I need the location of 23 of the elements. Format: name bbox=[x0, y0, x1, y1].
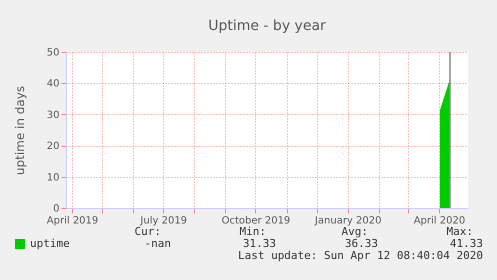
text: 41.33 bbox=[450, 237, 483, 250]
text: Max: bbox=[446, 225, 473, 238]
text: Last update: Sun Apr 12 08:40:04 2020 bbox=[238, 249, 483, 262]
text: 31.33 bbox=[242, 237, 276, 250]
chart-title: Uptime - by year bbox=[208, 18, 326, 34]
text: -nan bbox=[144, 237, 171, 250]
y-tick-label: 0 bbox=[53, 204, 60, 214]
y-tick-label: 50 bbox=[46, 48, 60, 58]
x-tick-label: April 2020 bbox=[414, 216, 466, 226]
y-tick-label: 30 bbox=[46, 110, 60, 121]
x-tick-label: April 2019 bbox=[46, 216, 98, 226]
text: Cur: bbox=[134, 225, 161, 238]
text: Avg: bbox=[342, 225, 368, 238]
y-axis-title: uptime in days bbox=[12, 86, 27, 176]
text: Min: bbox=[240, 225, 266, 238]
x-tick-label: July 2019 bbox=[139, 216, 188, 226]
y-tick-label: 40 bbox=[46, 78, 60, 90]
x-tick-label: October 2019 bbox=[222, 216, 290, 226]
y-tick-label: 10 bbox=[46, 172, 60, 184]
text: 36.33 bbox=[344, 237, 378, 250]
x-tick-label: January 2020 bbox=[314, 216, 382, 226]
legend-label: uptime bbox=[30, 237, 70, 250]
y-tick-label: 20 bbox=[46, 141, 60, 152]
